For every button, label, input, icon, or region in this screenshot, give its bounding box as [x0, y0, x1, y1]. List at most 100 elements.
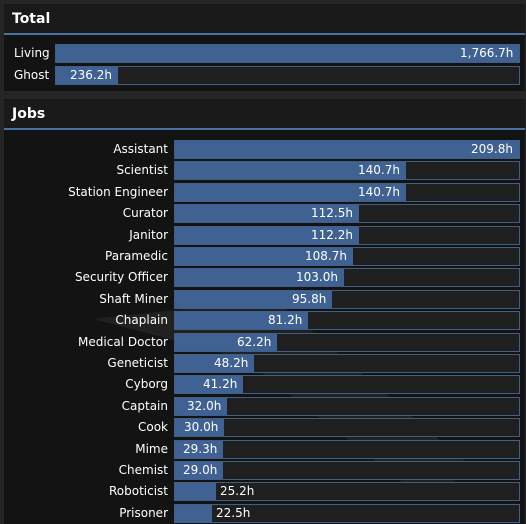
jobs-progress-bar: 29.3h: [174, 439, 520, 459]
jobs-progress-fill: [175, 440, 223, 458]
jobs-progress-value: 22.5h: [216, 505, 251, 520]
jobs-progress-value: 209.8h: [471, 142, 513, 156]
jobs-progress-value: 29.3h: [183, 441, 218, 456]
jobs-progress-fill: [175, 162, 406, 180]
jobs-progress-bar: 30.0h: [174, 418, 520, 438]
total-row: Living 1,766.7h: [4, 44, 525, 63]
jobs-progress-bar: 112.5h: [174, 204, 520, 224]
jobs-progress-value: 103.0h: [296, 270, 338, 285]
jobs-progress-fill: [175, 376, 243, 394]
jobs-row: Cyborg 41.2h: [4, 375, 525, 395]
jobs-progress-bar: 48.2h: [174, 354, 520, 373]
jobs-row: Paramedic 108.7h: [4, 247, 525, 266]
jobs-progress-value: 108.7h: [305, 249, 347, 263]
jobs-row-label: Assistant: [113, 142, 168, 156]
jobs-progress-value: 81.2h: [268, 313, 303, 328]
jobs-progress-fill: [175, 205, 359, 223]
jobs-row: Assistant 209.8h: [4, 140, 525, 159]
total-row: Ghost 236.2h: [4, 66, 525, 85]
jobs-progress-fill: [175, 312, 308, 330]
jobs-progress-bar: 29.0h: [174, 461, 520, 480]
jobs-row: Roboticist 25.2h: [4, 482, 525, 502]
jobs-row: Chemist 29.0h: [4, 461, 525, 480]
jobs-row: Cook 30.0h: [4, 418, 525, 438]
jobs-progress-bar: 95.8h: [174, 289, 520, 309]
jobs-progress-fill: [175, 333, 277, 351]
jobs-row-label: Mime: [135, 441, 168, 456]
total-progress-fill: [56, 45, 519, 62]
jobs-progress-value: 32.0h: [187, 398, 222, 413]
jobs-progress-value: 112.5h: [311, 206, 353, 221]
jobs-row-label: Shaft Miner: [99, 291, 168, 306]
jobs-row-label: Chaplain: [115, 313, 168, 328]
total-section: Total Living 1,766.7h Ghost 236.2h: [4, 4, 525, 91]
jobs-progress-value: 48.2h: [214, 356, 249, 370]
jobs-row-label: Security Officer: [74, 270, 168, 285]
jobs-section-title: Jobs: [4, 99, 525, 130]
jobs-row-label: Geneticist: [107, 356, 168, 370]
jobs-progress-fill: [175, 355, 254, 372]
jobs-row: Scientist 140.7h: [4, 161, 525, 181]
total-progress-value: 236.2h: [70, 68, 112, 82]
jobs-row: Medical Doctor 62.2h: [4, 332, 525, 352]
jobs-progress-bar: 62.2h: [174, 332, 520, 352]
jobs-row-label: Curator: [122, 206, 168, 221]
total-progress-bar: 1,766.7h: [55, 44, 520, 63]
jobs-row: Prisoner 22.5h: [4, 503, 525, 523]
total-progress-fill: [56, 67, 118, 84]
jobs-row: Chaplain 81.2h: [4, 311, 525, 331]
jobs-progress-bar: 112.2h: [174, 225, 520, 245]
jobs-progress-value: 95.8h: [292, 291, 327, 306]
jobs-progress-bar: 41.2h: [174, 375, 520, 395]
jobs-row: Security Officer 103.0h: [4, 268, 525, 288]
total-progress-bar: 236.2h: [55, 66, 520, 85]
jobs-row-label: Chemist: [118, 463, 168, 477]
jobs-row-label: Roboticist: [108, 484, 168, 499]
jobs-row: Mime 29.3h: [4, 439, 525, 459]
jobs-row-label: Cook: [137, 420, 168, 435]
jobs-progress-fill: [175, 462, 223, 479]
total-section-title: Total: [4, 4, 525, 35]
jobs-row-label: Medical Doctor: [78, 334, 168, 349]
jobs-progress-fill: [175, 226, 359, 244]
jobs-row: Geneticist 48.2h: [4, 354, 525, 373]
jobs-row: Shaft Miner 95.8h: [4, 289, 525, 309]
total-progress-value: 1,766.7h: [460, 46, 514, 60]
jobs-progress-fill: [175, 183, 406, 201]
jobs-progress-fill: [175, 269, 344, 287]
jobs-progress-fill: [175, 397, 227, 415]
jobs-progress-bar: 209.8h: [174, 140, 520, 159]
jobs-progress-fill: [175, 419, 224, 437]
jobs-row: Captain 32.0h: [4, 396, 525, 416]
jobs-progress-value: 30.0h: [184, 420, 219, 435]
jobs-progress-bar: 25.2h: [174, 482, 520, 502]
jobs-row: Janitor 112.2h: [4, 225, 525, 245]
jobs-progress-value: 29.0h: [183, 463, 218, 477]
jobs-row: Curator 112.5h: [4, 204, 525, 224]
jobs-progress-value: 112.2h: [311, 227, 353, 242]
jobs-row-label: Station Engineer: [68, 184, 168, 199]
jobs-progress-bar: 32.0h: [174, 396, 520, 416]
jobs-progress-fill: [175, 248, 353, 265]
jobs-progress-fill: [175, 483, 216, 501]
jobs-progress-fill: [175, 504, 212, 522]
jobs-row-label: Prisoner: [119, 505, 168, 520]
jobs-row-label: Scientist: [116, 163, 168, 178]
jobs-progress-value: 62.2h: [237, 334, 272, 349]
jobs-row-label: Cyborg: [125, 377, 168, 392]
total-row-label: Ghost: [14, 68, 50, 82]
jobs-row-label: Captain: [121, 398, 168, 413]
jobs-progress-bar: 108.7h: [174, 247, 520, 266]
jobs-row: Station Engineer 140.7h: [4, 182, 525, 202]
jobs-progress-value: 25.2h: [220, 484, 255, 499]
jobs-progress-fill: [175, 290, 332, 308]
jobs-section: Jobs Assistant 209.8h Scientist 140.7h Stati…: [4, 99, 525, 524]
jobs-progress-fill: [175, 141, 519, 158]
jobs-row-label: Paramedic: [105, 249, 168, 263]
jobs-progress-value: 140.7h: [358, 163, 400, 178]
jobs-progress-value: 41.2h: [203, 377, 238, 392]
jobs-progress-bar: 140.7h: [174, 182, 520, 202]
jobs-progress-value: 140.7h: [358, 184, 400, 199]
total-row-label: Living: [14, 46, 50, 60]
